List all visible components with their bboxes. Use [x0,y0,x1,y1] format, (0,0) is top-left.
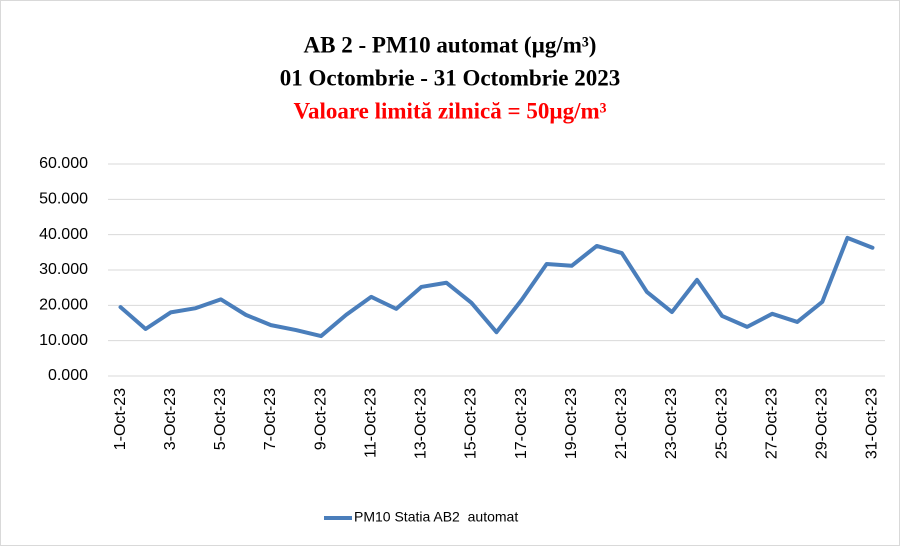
series-line [118,235,875,339]
x-tick-label: 17-Oct-23 [513,388,530,459]
y-tick-label: 50.000 [39,191,88,208]
y-tick-label: 20.000 [39,297,88,314]
x-tick-label: 11-Oct-23 [362,388,379,458]
chart-title: 01 Octombrie - 31 Octombrie 2023 [280,65,620,90]
y-tick-label: 60.000 [39,155,88,172]
x-tick-label: 23-Oct-23 [663,388,680,459]
y-tick-label: 10.000 [39,332,88,349]
x-tick-label: 27-Oct-23 [763,388,780,459]
x-tick-label: 7-Oct-23 [262,388,279,450]
chart-subtitle: Valoare limită zilnică = 50µg/m³ [293,98,606,123]
y-tick-label: 0.000 [48,367,88,384]
x-tick-label: 9-Oct-23 [312,388,329,450]
x-tick-label: 25-Oct-23 [713,388,730,459]
x-tick-label: 3-Oct-23 [162,388,179,450]
x-tick-label: 19-Oct-23 [563,388,580,459]
y-tick-label: 30.000 [39,261,88,278]
chart-title: AB 2 - PM10 automat (µg/m³) [304,32,597,57]
legend-label: PM10 Statia AB2 automat [354,509,518,525]
x-tick-label: 15-Oct-23 [463,388,480,459]
x-tick-label: 21-Oct-23 [613,388,630,459]
x-tick-label: 1-Oct-23 [112,388,129,450]
x-tick-label: 31-Oct-23 [864,388,881,459]
x-tick-label: 13-Oct-23 [413,388,430,459]
x-tick-label: 29-Oct-23 [814,388,831,459]
y-tick-label: 40.000 [39,226,88,243]
x-tick-label: 5-Oct-23 [212,388,229,450]
